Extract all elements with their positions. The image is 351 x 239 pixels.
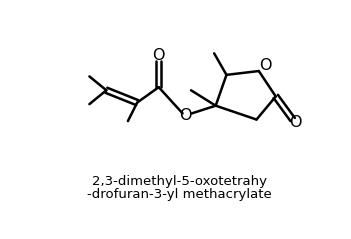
Text: O: O bbox=[289, 115, 301, 130]
Text: 2,3-dimethyl-5-oxotetrahy: 2,3-dimethyl-5-oxotetrahy bbox=[92, 175, 267, 188]
Text: O: O bbox=[259, 58, 271, 73]
Text: O: O bbox=[179, 108, 191, 123]
Text: -drofuran-3-yl methacrylate: -drofuran-3-yl methacrylate bbox=[87, 188, 272, 201]
Text: O: O bbox=[152, 48, 165, 63]
